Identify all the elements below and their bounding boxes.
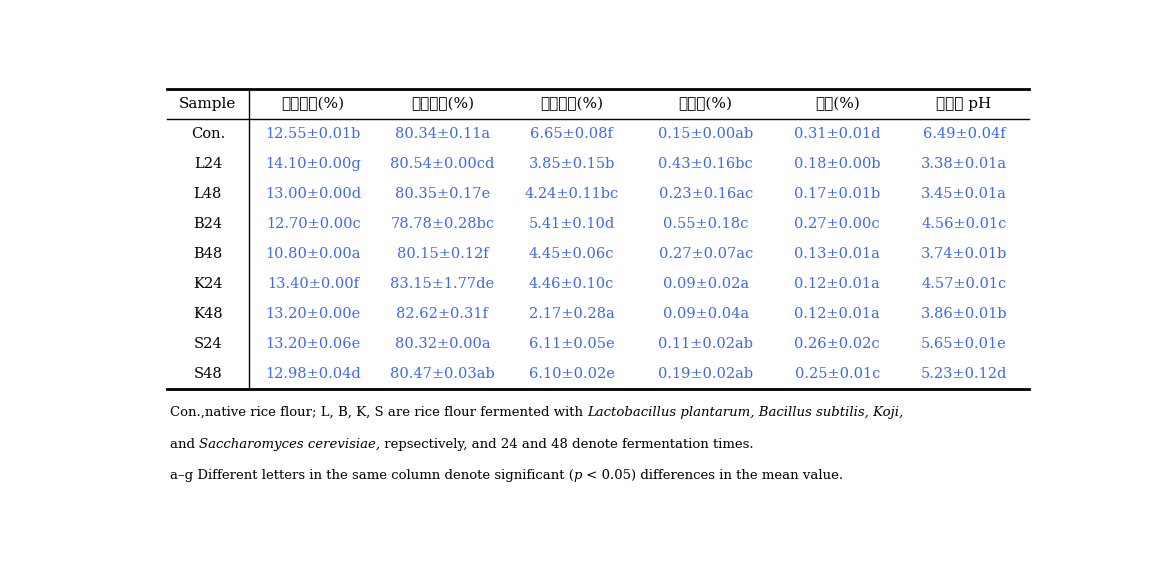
Text: 6.65±0.08f: 6.65±0.08f <box>530 127 613 141</box>
Text: 0.27±0.07ac: 0.27±0.07ac <box>659 247 753 261</box>
Text: 13.00±0.00d: 13.00±0.00d <box>265 187 361 201</box>
Text: 3.74±0.01b: 3.74±0.01b <box>921 247 1007 261</box>
Text: 80.35±0.17e: 80.35±0.17e <box>395 187 490 201</box>
Text: 5.41±0.10d: 5.41±0.10d <box>528 217 615 231</box>
Text: 80.15±0.12f: 80.15±0.12f <box>396 247 489 261</box>
Text: 3.45±0.01a: 3.45±0.01a <box>921 187 1007 201</box>
Text: 12.70±0.00c: 12.70±0.00c <box>266 217 360 231</box>
Text: Con.: Con. <box>191 127 225 141</box>
Text: 회분(%): 회분(%) <box>815 96 859 111</box>
Text: 4.45±0.06c: 4.45±0.06c <box>529 247 615 261</box>
Text: 0.11±0.02ab: 0.11±0.02ab <box>658 337 753 351</box>
Text: 5.23±0.12d: 5.23±0.12d <box>921 367 1007 381</box>
Text: 0.31±0.01d: 0.31±0.01d <box>794 127 880 141</box>
Text: S48: S48 <box>193 367 222 381</box>
Text: 0.19±0.02ab: 0.19±0.02ab <box>658 367 753 381</box>
Text: Con.,native rice flour; L, B, K, S are rice flour fermented with: Con.,native rice flour; L, B, K, S are r… <box>170 406 587 419</box>
Text: 0.55±0.18c: 0.55±0.18c <box>664 217 748 231</box>
Text: p: p <box>573 469 582 482</box>
Text: 0.09±0.04a: 0.09±0.04a <box>662 307 749 321</box>
Text: 0.43±0.16bc: 0.43±0.16bc <box>658 157 753 171</box>
Text: Saccharomyces cerevisiae,: Saccharomyces cerevisiae, <box>199 438 380 450</box>
Text: 10.80±0.00a: 10.80±0.00a <box>265 247 361 261</box>
Text: 6.10±0.02e: 6.10±0.02e <box>529 367 615 381</box>
Text: 0.17±0.01b: 0.17±0.01b <box>794 187 880 201</box>
Text: 0.27±0.00c: 0.27±0.00c <box>794 217 880 231</box>
Text: 4.46±0.10c: 4.46±0.10c <box>529 277 615 291</box>
Text: 80.47±0.03ab: 80.47±0.03ab <box>390 367 494 381</box>
Text: 80.54±0.00cd: 80.54±0.00cd <box>390 157 494 171</box>
Text: Sample: Sample <box>179 97 236 111</box>
Text: 탄수화물(%): 탄수화물(%) <box>411 96 474 111</box>
Text: 6.11±0.05e: 6.11±0.05e <box>529 337 615 351</box>
Text: 0.25±0.01c: 0.25±0.01c <box>794 367 880 381</box>
Text: 0.13±0.01a: 0.13±0.01a <box>794 247 880 261</box>
Text: 78.78±0.28bc: 78.78±0.28bc <box>390 217 494 231</box>
Text: 4.57±0.01c: 4.57±0.01c <box>922 277 1006 291</box>
Text: 4.24±0.11bc: 4.24±0.11bc <box>525 187 618 201</box>
Text: 조단백질(%): 조단백질(%) <box>540 96 603 111</box>
Text: 수분함량(%): 수분함량(%) <box>281 96 345 111</box>
Text: Lactobacillus plantarum, Bacillus subtilis, Koji,: Lactobacillus plantarum, Bacillus subtil… <box>587 406 903 419</box>
Text: 6.49±0.04f: 6.49±0.04f <box>923 127 1005 141</box>
Text: K48: K48 <box>193 307 222 321</box>
Text: 83.15±1.77de: 83.15±1.77de <box>390 277 494 291</box>
Text: K24: K24 <box>193 277 222 291</box>
Text: L24: L24 <box>193 157 222 171</box>
Text: 80.34±0.11a: 80.34±0.11a <box>395 127 490 141</box>
Text: 0.18±0.00b: 0.18±0.00b <box>794 157 880 171</box>
Text: B48: B48 <box>193 247 222 261</box>
Text: 14.10±0.00g: 14.10±0.00g <box>265 157 361 171</box>
Text: 0.12±0.01a: 0.12±0.01a <box>794 307 880 321</box>
Text: 12.55±0.01b: 12.55±0.01b <box>265 127 361 141</box>
Text: 0.26±0.02c: 0.26±0.02c <box>794 337 880 351</box>
Text: 0.23±0.16ac: 0.23±0.16ac <box>659 187 753 201</box>
Text: B24: B24 <box>193 217 222 231</box>
Text: S24: S24 <box>193 337 222 351</box>
Text: and: and <box>170 438 199 450</box>
Text: 82.62±0.31f: 82.62±0.31f <box>396 307 489 321</box>
Text: 2.17±0.28a: 2.17±0.28a <box>529 307 615 321</box>
Text: 3.85±0.15b: 3.85±0.15b <box>528 157 615 171</box>
Text: 13.20±0.00e: 13.20±0.00e <box>265 307 361 321</box>
Text: 3.38±0.01a: 3.38±0.01a <box>921 157 1007 171</box>
Text: < 0.05) differences in the mean value.: < 0.05) differences in the mean value. <box>582 469 843 482</box>
Text: repsectively, and 24 and 48 denote fermentation times.: repsectively, and 24 and 48 denote ferme… <box>380 438 754 450</box>
Text: 80.32±0.00a: 80.32±0.00a <box>395 337 490 351</box>
Text: 4.56±0.01c: 4.56±0.01c <box>922 217 1006 231</box>
Text: 0.15±0.00ab: 0.15±0.00ab <box>658 127 754 141</box>
Text: 13.20±0.06e: 13.20±0.06e <box>265 337 361 351</box>
Text: 3.86±0.01b: 3.86±0.01b <box>921 307 1007 321</box>
Text: L48: L48 <box>193 187 222 201</box>
Text: 0.09±0.02a: 0.09±0.02a <box>662 277 749 291</box>
Text: 12.98±0.04d: 12.98±0.04d <box>265 367 361 381</box>
Text: 5.65±0.01e: 5.65±0.01e <box>922 337 1007 351</box>
Text: 13.40±0.00f: 13.40±0.00f <box>267 277 359 291</box>
Text: 0.12±0.01a: 0.12±0.01a <box>794 277 880 291</box>
Text: a–g Different letters in the same column denote significant (: a–g Different letters in the same column… <box>170 469 573 482</box>
Text: 발효액 pH: 발효액 pH <box>937 97 991 111</box>
Text: 조지방(%): 조지방(%) <box>679 96 733 111</box>
